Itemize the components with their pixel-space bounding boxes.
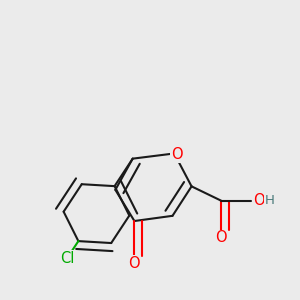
Text: H: H bbox=[265, 194, 274, 206]
Text: O: O bbox=[215, 230, 227, 245]
Text: O: O bbox=[129, 256, 140, 271]
Text: O: O bbox=[254, 193, 265, 208]
Text: O: O bbox=[171, 147, 183, 162]
Text: Cl: Cl bbox=[60, 251, 74, 266]
